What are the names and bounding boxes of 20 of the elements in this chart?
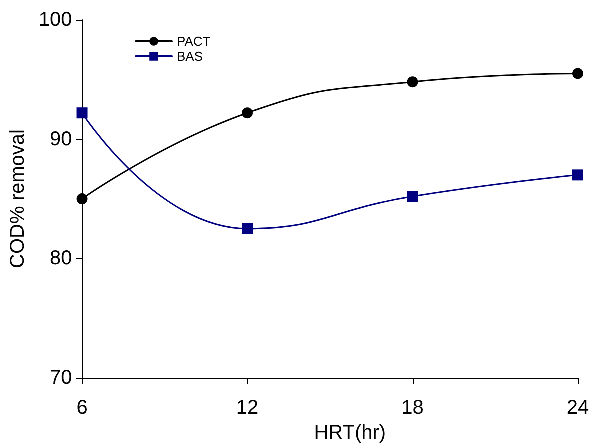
x-tick-label: 12 (236, 397, 259, 420)
x-tick-label: 24 (566, 397, 590, 420)
point (407, 191, 418, 202)
x-tick-label: 18 (402, 397, 424, 420)
y-tick-label: 80 (50, 248, 72, 270)
y-tick-label: 100 (38, 9, 72, 31)
point (572, 68, 584, 80)
point (407, 76, 418, 88)
point (76, 194, 88, 205)
y-axis-title: COD% removal (7, 130, 29, 269)
point (76, 108, 88, 119)
point (242, 223, 254, 234)
y-tick-label: 90 (50, 128, 72, 150)
point (572, 170, 584, 181)
x-axis-title: HRT(hr) (314, 422, 386, 444)
y-tick-label: 70 (50, 367, 72, 390)
legend-label: BAS (177, 49, 204, 64)
point (242, 108, 254, 119)
legend-label: PACT (177, 34, 211, 49)
x-tick-label: 6 (76, 397, 88, 420)
